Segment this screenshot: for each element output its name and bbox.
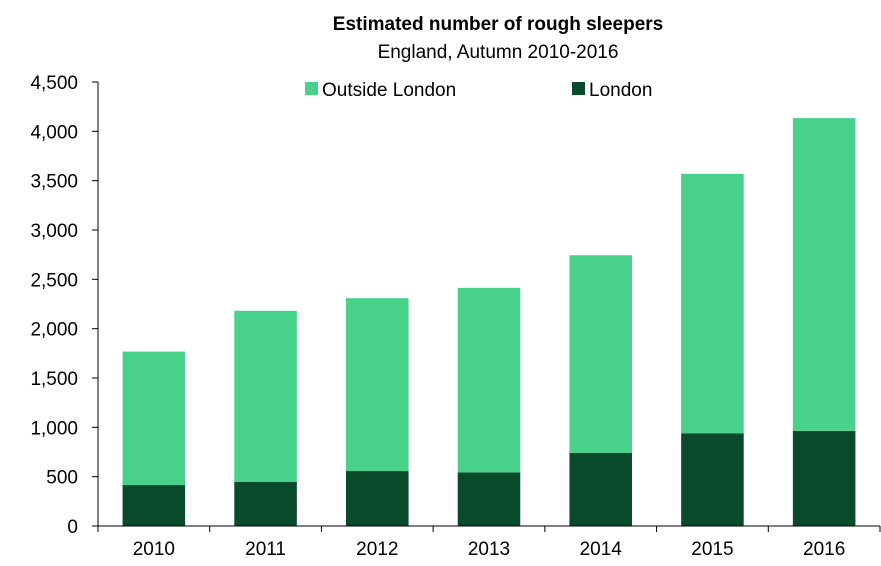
x-tick-label: 2011 — [245, 539, 286, 560]
y-tick-label: 3,500 — [30, 172, 78, 193]
y-axis: 0 500 1,000 1,500 2,000 2,500 3,000 3,500 4,000 4… — [30, 73, 99, 538]
x-tick-label: 2010 — [133, 539, 175, 560]
y-tick-label: 4,500 — [30, 73, 78, 94]
bar-outside-london — [681, 173, 744, 434]
bar-outside-london — [346, 298, 409, 472]
legend-swatch-outside-london — [305, 82, 318, 95]
bar-london — [681, 433, 744, 526]
y-tick-label: 2,000 — [30, 320, 78, 341]
x-tick-label: 2012 — [356, 539, 398, 560]
y-tick-label: 3,000 — [30, 221, 78, 242]
bar-london — [234, 481, 297, 526]
bar-london — [346, 471, 409, 526]
bar-outside-london — [234, 310, 297, 482]
bars — [122, 118, 856, 526]
chart-title: Estimated number of rough sleepers — [333, 14, 663, 35]
bar-outside-london — [569, 255, 632, 453]
bar-london — [122, 485, 186, 526]
x-axis: 2010 2011 2012 2013 2014 2015 2016 — [97, 525, 881, 560]
x-tick-label: 2015 — [691, 539, 733, 560]
x-tick-label: 2014 — [580, 539, 623, 560]
legend: Outside London London — [305, 80, 652, 101]
bar-london — [569, 452, 632, 526]
bar-london — [792, 430, 856, 526]
chart-subtitle: England, Autumn 2010-2016 — [378, 42, 619, 63]
legend-label-outside-london: Outside London — [322, 80, 456, 101]
y-tick-label: 2,500 — [30, 270, 78, 291]
x-tick-label: 2016 — [803, 539, 845, 560]
bar-outside-london — [457, 287, 521, 473]
legend-swatch-london — [572, 82, 585, 95]
legend-label-london: London — [589, 80, 652, 101]
y-tick-label: 1,000 — [30, 418, 78, 439]
bar-london — [457, 472, 521, 526]
bar-outside-london — [792, 118, 856, 431]
y-tick-label: 4,000 — [30, 122, 78, 143]
y-tick-label: 500 — [46, 468, 78, 489]
y-tick-label: 1,500 — [30, 369, 78, 390]
x-tick-label: 2013 — [468, 539, 510, 560]
y-tick-label: 0 — [67, 517, 78, 538]
bar-outside-london — [122, 351, 186, 486]
